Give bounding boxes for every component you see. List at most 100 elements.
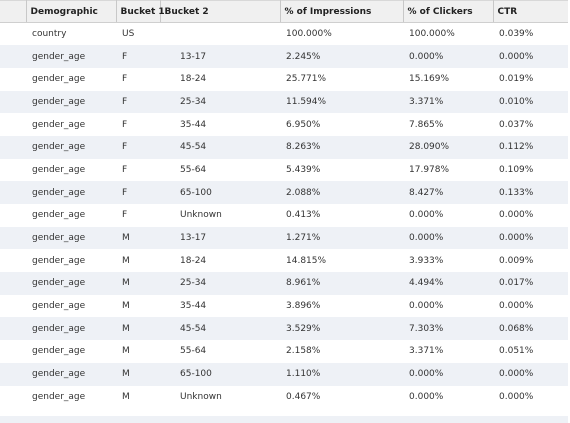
pct-impressions-cell: 1.271%	[286, 233, 321, 244]
bucket-2-cell: 65-100	[180, 187, 212, 198]
demographic-cell: gender_age	[32, 164, 86, 175]
bucket-1-cell: M	[122, 346, 130, 357]
demographic-cell: gender_age	[32, 74, 86, 85]
bucket-1-cell: M	[122, 233, 130, 244]
ctr-cell: 0.000%	[499, 210, 534, 221]
table-bottom-strip	[0, 416, 568, 423]
demographic-cell: country	[32, 29, 67, 40]
bucket-1-cell: M	[122, 323, 130, 334]
bucket-2-cell: 55-64	[180, 164, 207, 175]
bucket-2-cell: 45-54	[180, 142, 207, 153]
pct-clickers-cell: 7.865%	[409, 119, 444, 130]
row-spacer	[0, 23, 26, 46]
pct-clickers-cell: 28.090%	[409, 142, 450, 153]
row-spacer	[0, 68, 26, 91]
demographic-cell: gender_age	[32, 51, 86, 62]
row-spacer	[0, 136, 26, 159]
table-row: gender_age M 13-17 1.271% 0.000% 0.000%	[0, 226, 568, 250]
pct-clickers-cell: 0.000%	[409, 301, 444, 312]
table-row: gender_age F 25-34 11.594% 3.371% 0.010%	[0, 90, 568, 114]
table-row: gender_age M 25-34 8.961% 4.494% 0.017%	[0, 272, 568, 295]
pct-clickers-cell: 3.371%	[409, 96, 444, 107]
demographic-cell: gender_age	[32, 301, 86, 312]
row-spacer	[0, 204, 26, 227]
demographic-cell: gender_age	[32, 96, 86, 107]
header-row: Demographic Bucket 1 Bucket 2 % of Impre…	[0, 0, 568, 23]
ctr-cell: 0.000%	[499, 301, 534, 312]
bucket-1-cell: M	[122, 391, 130, 402]
ctr-cell: 0.009%	[499, 255, 534, 266]
demographic-cell: gender_age	[32, 233, 86, 244]
table-row: gender_age F 35-44 6.950% 7.865% 0.037%	[0, 113, 568, 136]
bucket-1-cell: F	[122, 96, 128, 107]
bucket-1-cell: M	[122, 369, 130, 380]
ctr-cell: 0.109%	[499, 164, 534, 175]
table-body: country US 100.000% 100.000% 0.039% gender_ag…	[0, 23, 568, 409]
table-row: gender_age F 65-100 2.088% 8.427% 0.133%	[0, 181, 568, 204]
pct-impressions-cell: 100.000%	[286, 29, 332, 40]
header-ctr[interactable]: CTR	[493, 0, 568, 23]
table-row: gender_age M 45-54 3.529% 7.303% 0.068%	[0, 317, 568, 341]
header-pct-impressions[interactable]: % of Impressions	[280, 0, 404, 23]
row-spacer	[0, 45, 26, 68]
ctr-cell: 0.000%	[499, 51, 534, 62]
bucket-2-cell	[160, 23, 280, 46]
header-bucket-2[interactable]: Bucket 2	[160, 0, 281, 23]
ctr-cell: 0.051%	[499, 346, 534, 357]
bucket-2-cell: 13-17	[180, 51, 207, 62]
bucket-1-cell: F	[122, 74, 128, 85]
pct-clickers-cell: 3.933%	[409, 255, 444, 266]
ctr-cell: 0.010%	[499, 96, 534, 107]
row-spacer	[0, 249, 26, 272]
demographic-cell: gender_age	[32, 142, 86, 153]
row-spacer	[0, 272, 26, 295]
pct-clickers-cell: 0.000%	[409, 233, 444, 244]
demographic-cell: gender_age	[32, 278, 86, 289]
pct-clickers-cell: 8.427%	[409, 187, 444, 198]
ctr-cell: 0.000%	[499, 233, 534, 244]
table-row: gender_age M 55-64 2.158% 3.371% 0.051%	[0, 340, 568, 363]
demographic-cell: gender_age	[32, 210, 86, 221]
pct-impressions-cell: 6.950%	[286, 119, 321, 130]
ctr-cell: 0.000%	[499, 369, 534, 380]
row-spacer	[0, 159, 26, 182]
bucket-2-cell: 35-44	[180, 119, 207, 130]
bucket-1-cell: F	[122, 210, 128, 221]
header-demographic[interactable]: Demographic	[26, 0, 117, 23]
bucket-1-cell: M	[122, 278, 130, 289]
demographic-cell: gender_age	[32, 119, 86, 130]
pct-impressions-cell: 2.158%	[286, 346, 321, 357]
bucket-2-cell: 18-24	[180, 255, 207, 266]
pct-impressions-cell: 3.529%	[286, 323, 321, 334]
row-spacer	[0, 317, 26, 340]
pct-clickers-cell: 0.000%	[409, 210, 444, 221]
pct-clickers-cell: 15.169%	[409, 74, 450, 85]
bucket-2-cell: 65-100	[180, 369, 212, 380]
ctr-cell: 0.112%	[499, 142, 534, 153]
row-spacer	[0, 340, 26, 363]
pct-impressions-cell: 11.594%	[286, 96, 327, 107]
pct-impressions-cell: 0.413%	[286, 210, 321, 221]
bucket-2-cell: 13-17	[180, 233, 207, 244]
row-spacer	[0, 113, 26, 136]
row-spacer	[0, 386, 26, 409]
pct-clickers-cell: 3.371%	[409, 346, 444, 357]
pct-clickers-cell: 0.000%	[409, 369, 444, 380]
header-bucket-1[interactable]: Bucket 1	[116, 0, 165, 23]
bucket-1-cell: F	[122, 51, 128, 62]
pct-impressions-cell: 14.815%	[286, 255, 327, 266]
pct-impressions-cell: 5.439%	[286, 164, 321, 175]
ctr-cell: 0.017%	[499, 278, 534, 289]
bucket-2-cell: 25-34	[180, 278, 207, 289]
bucket-2-cell: 25-34	[180, 96, 207, 107]
bucket-2-cell: Unknown	[180, 391, 222, 402]
table-header: Demographic Bucket 1 Bucket 2 % of Impre…	[0, 0, 568, 23]
demographic-cell: gender_age	[32, 346, 86, 357]
table-row: gender_age M 65-100 1.110% 0.000% 0.000%	[0, 362, 568, 386]
pct-clickers-cell: 4.494%	[409, 278, 444, 289]
pct-clickers-cell: 100.000%	[409, 29, 455, 40]
header-pct-clickers[interactable]: % of Clickers	[403, 0, 494, 23]
pct-clickers-cell: 0.000%	[409, 51, 444, 62]
pct-clickers-cell: 7.303%	[409, 323, 444, 334]
pct-clickers-cell: 0.000%	[409, 391, 444, 402]
